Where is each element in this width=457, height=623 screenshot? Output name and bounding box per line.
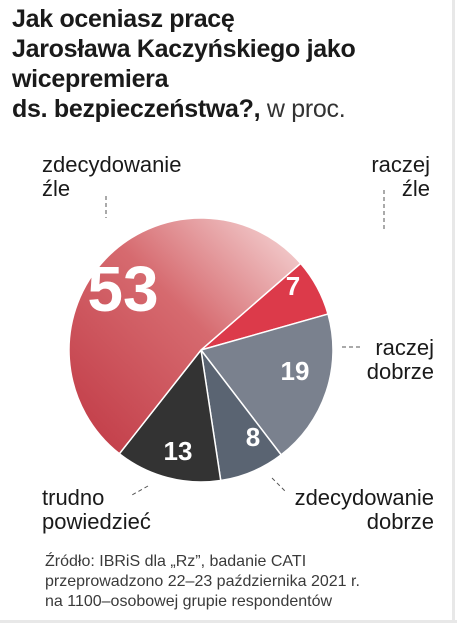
- title-line: ds. bezpieczeństwa?, w proc.: [12, 94, 452, 124]
- title-line: wicepremiera: [12, 65, 169, 93]
- pie-slice: [199, 313, 334, 456]
- slice-label: trudno powiedzieć: [42, 485, 151, 534]
- slice-label: raczej źle: [371, 152, 430, 201]
- slice-label: raczej dobrze: [367, 335, 434, 384]
- pie-chart: 7 raczej źle 19 raczej dobrze 8 zdecydowanie dob…: [42, 152, 434, 534]
- source-note: Źródło: IBRiS dla „Rz”, badanie CATI prz…: [45, 552, 455, 612]
- leader-line: [271, 477, 287, 493]
- slice-label: zdecydowanie źle: [42, 152, 181, 201]
- title-question-end: ds. bezpieczeństwa?,: [12, 95, 261, 123]
- source-line: na 1100–osobowej grupie respondentów: [45, 593, 333, 610]
- pie-slice: [118, 348, 222, 483]
- pie-slice: [68, 217, 302, 455]
- data-label: 7: [286, 271, 300, 301]
- unit-label: w proc.: [266, 95, 346, 123]
- source-line: Źródło: IBRiS dla „Rz”, badanie CATI: [45, 553, 307, 570]
- chart-title: Jak oceniasz pracę Jarosława Kaczyńskieg…: [12, 4, 452, 124]
- source-line: przeprowadzono 22–23 października 2021 r…: [45, 573, 360, 590]
- frame-edge: [0, 620, 457, 623]
- data-label: 53: [87, 253, 158, 325]
- title-line: Jak oceniasz pracę: [12, 5, 235, 33]
- data-label: 8: [246, 422, 260, 452]
- data-label: 13: [164, 436, 193, 466]
- slice-label: zdecydowanie dobrze: [295, 485, 434, 534]
- frame-edge: [452, 0, 455, 623]
- title-line: Jarosława Kaczyńskiego jako: [12, 35, 356, 63]
- data-label: 19: [281, 356, 310, 386]
- leader-line: [131, 485, 149, 496]
